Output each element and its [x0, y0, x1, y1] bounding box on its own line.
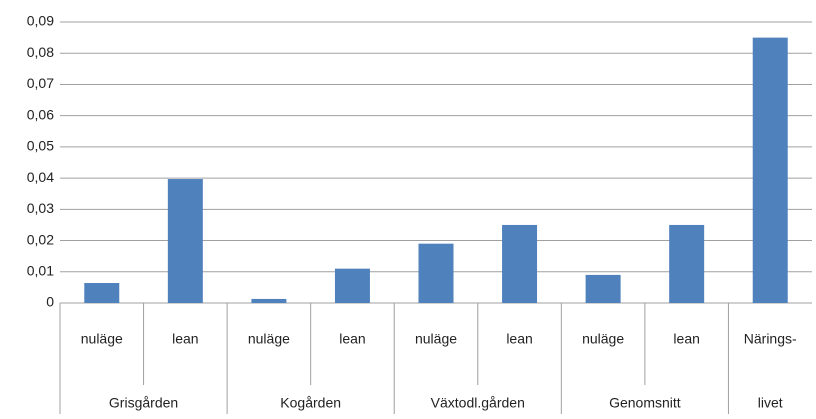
group-label: Genomsnitt	[609, 395, 681, 411]
y-tick-label: 0,05	[27, 138, 54, 154]
group-label: livet	[758, 395, 783, 411]
y-tick-label: 0,01	[27, 262, 54, 278]
bar	[752, 37, 788, 303]
x-tick-label: nuläge	[248, 331, 290, 347]
x-tick-label: nuläge	[582, 331, 624, 347]
group-label: Växtodl.gården	[431, 395, 525, 411]
x-tick-label: lean	[172, 331, 198, 347]
bar	[334, 268, 370, 303]
bar	[84, 283, 120, 303]
bar	[669, 224, 705, 303]
y-tick-label: 0,06	[27, 106, 54, 122]
group-label: Kogården	[280, 395, 341, 411]
x-tick-label: Närings-	[744, 331, 797, 347]
y-tick-label: 0,02	[27, 231, 54, 247]
x-tick-label: lean	[506, 331, 532, 347]
bar	[418, 243, 454, 303]
y-tick-label: 0	[46, 294, 54, 310]
bar	[167, 179, 203, 303]
y-tick-label: 0,07	[27, 75, 54, 91]
y-tick-label: 0,08	[27, 44, 54, 60]
bar	[585, 274, 621, 303]
y-tick-label: 0,03	[27, 200, 54, 216]
x-tick-label: nuläge	[81, 331, 123, 347]
group-label: Grisgården	[109, 395, 178, 411]
x-tick-label: lean	[673, 331, 699, 347]
x-tick-label: lean	[339, 331, 365, 347]
bar	[251, 298, 287, 303]
y-tick-label: 0,09	[27, 13, 54, 29]
y-tick-label: 0,04	[27, 169, 54, 185]
bar	[502, 224, 538, 303]
x-tick-label: nuläge	[415, 331, 457, 347]
